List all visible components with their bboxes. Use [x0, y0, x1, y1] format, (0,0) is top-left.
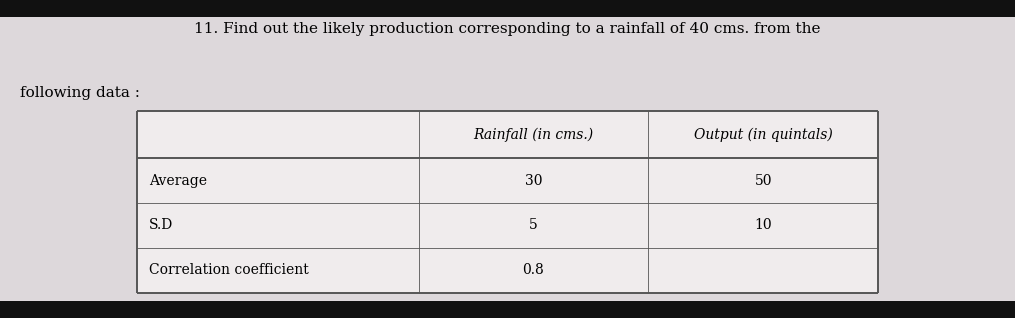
- Text: Rainfall (in cms.): Rainfall (in cms.): [473, 128, 594, 142]
- Text: 50: 50: [754, 174, 771, 188]
- Text: 30: 30: [525, 174, 542, 188]
- Bar: [137, 158, 418, 203]
- Text: 5: 5: [529, 218, 538, 232]
- Text: following data :: following data :: [20, 86, 140, 100]
- Text: 0.8: 0.8: [523, 263, 544, 277]
- Bar: [649, 203, 878, 248]
- Bar: [418, 248, 649, 293]
- Text: 10: 10: [754, 218, 772, 232]
- Bar: [418, 158, 649, 203]
- Text: Correlation coefficient: Correlation coefficient: [149, 263, 309, 277]
- Bar: [137, 111, 418, 158]
- Bar: [418, 203, 649, 248]
- Bar: [418, 111, 649, 158]
- Text: S.D: S.D: [149, 218, 174, 232]
- Bar: [649, 158, 878, 203]
- Bar: [649, 111, 878, 158]
- Bar: [649, 248, 878, 293]
- Bar: [137, 248, 418, 293]
- Text: 11. Find out the likely production corresponding to a rainfall of 40 cms. from t: 11. Find out the likely production corre…: [194, 22, 821, 36]
- Text: Output (in quintals): Output (in quintals): [694, 128, 832, 142]
- Text: Average: Average: [149, 174, 207, 188]
- Bar: [137, 203, 418, 248]
